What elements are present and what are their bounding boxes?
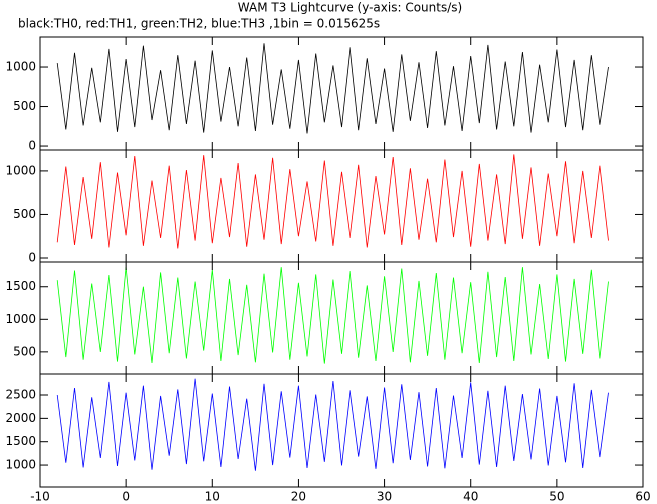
y-tick-label: 1500	[5, 434, 36, 448]
x-tick-label: 30	[377, 490, 392, 504]
y-tick-label: 500	[13, 344, 36, 358]
y-tick-label: 500	[13, 99, 36, 113]
y-tick-label: 1000	[5, 60, 36, 74]
light-curve	[56, 378, 609, 471]
y-tick-label: 1500	[5, 279, 36, 293]
x-tick-label: -10	[30, 490, 50, 504]
light-curve	[56, 154, 609, 249]
y-tick-label: 1000	[5, 163, 36, 177]
y-tick-label: 2500	[5, 388, 36, 402]
chart-title: WAM T3 Lightcurve (y-axis: Counts/s)	[238, 1, 462, 15]
x-tick-label: 10	[205, 490, 220, 504]
x-tick-label: 60	[635, 490, 650, 504]
y-tick-label: 0	[28, 250, 36, 264]
y-tick-label: 1000	[5, 312, 36, 326]
x-tick-label: 50	[549, 490, 564, 504]
x-tick-label: 0	[122, 490, 130, 504]
light-curve	[56, 267, 609, 364]
light-curve	[56, 43, 609, 134]
x-tick-label: 40	[463, 490, 478, 504]
y-tick-label: 1000	[5, 458, 36, 472]
panel-frame	[39, 373, 644, 488]
y-tick-label: 500	[13, 207, 36, 221]
y-tick-label: 0	[28, 139, 36, 153]
chart-subtitle: black:TH0, red:TH1, green:TH2, blue:TH3 …	[18, 17, 380, 31]
x-tick-label: 20	[291, 490, 306, 504]
y-tick-label: 2000	[5, 411, 36, 425]
